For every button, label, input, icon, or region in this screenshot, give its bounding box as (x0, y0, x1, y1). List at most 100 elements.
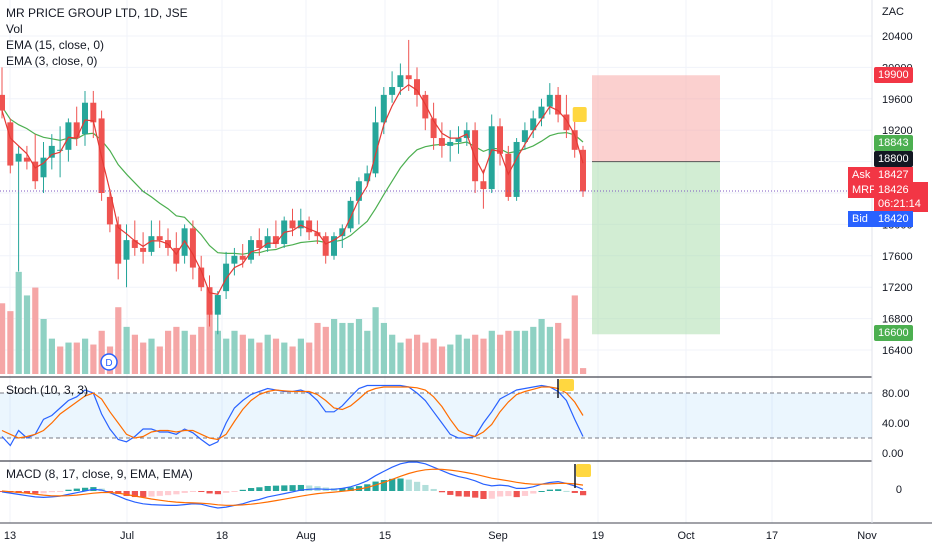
candle-body (322, 236, 329, 256)
volume-bar (505, 330, 512, 374)
macd-flag-marker (576, 464, 591, 477)
volume-bar (571, 295, 578, 374)
dividend-marker[interactable] (100, 353, 118, 371)
macd-hist-bar (422, 484, 429, 491)
candle-body (181, 228, 188, 256)
candle-body (538, 106, 545, 119)
entry-price-tag: 18800 (874, 151, 913, 167)
volume-bar (438, 346, 446, 374)
mrp-value: 18426 (874, 182, 928, 198)
candle-body (156, 236, 163, 241)
volume-bar (546, 326, 553, 374)
macd-hist-bar (430, 488, 437, 491)
volume-bar (355, 319, 363, 374)
flag-marker (572, 107, 587, 122)
stoch-tick-label: 40.00 (882, 418, 910, 430)
macd-hist-bar (513, 491, 520, 498)
candle-body (0, 94, 5, 111)
macd-hist-bar (165, 491, 172, 496)
volume-bar (414, 334, 421, 374)
volume-bar (447, 344, 454, 374)
volume-bar (32, 287, 39, 374)
candle-body (571, 130, 578, 150)
price-tick-label: 17200 (882, 282, 913, 294)
position-profit-zone (592, 75, 720, 162)
candles (0, 39, 586, 335)
candle-body (555, 94, 562, 115)
candle-body (248, 240, 254, 260)
volume-bar (530, 326, 537, 374)
candle-body (472, 130, 479, 182)
candle-body (7, 122, 14, 166)
candle-body (513, 141, 520, 197)
x-tick-jul: Jul (119, 530, 135, 542)
macd-hist-bar (497, 491, 504, 497)
candle-body (231, 255, 238, 264)
macd-hist-bar (538, 491, 545, 492)
macd-hist-bar (32, 491, 39, 494)
candle-body (447, 141, 454, 146)
volume-bar (563, 338, 570, 374)
candle-body (405, 75, 412, 80)
volume-bar (7, 311, 14, 374)
volume-bar (123, 326, 130, 374)
ask-value: 18427 (874, 167, 913, 183)
macd-hist-bar (214, 491, 221, 495)
volume-bar (314, 322, 321, 374)
candle-body (389, 87, 396, 95)
macd-hist-bar (65, 489, 72, 491)
macd-hist-bar (380, 480, 387, 491)
candle-body (15, 153, 22, 162)
x-tick-18: 18 (215, 530, 229, 542)
macd-hist-bar (40, 491, 47, 494)
macd-hist-bar (73, 488, 80, 491)
candle-body (256, 240, 263, 248)
x-tick-nov: Nov (857, 530, 877, 542)
macd-hist-bar (480, 491, 487, 499)
volume-bar (189, 334, 197, 374)
x-tick-aug: Aug (296, 530, 316, 542)
candle-body (106, 196, 113, 225)
volume-bar (65, 342, 72, 374)
macd-hist-bar (405, 479, 412, 491)
volume-bar (472, 334, 479, 374)
macd-hist-bar (239, 489, 246, 491)
volume-bar (306, 342, 313, 374)
candle-body (546, 94, 553, 107)
volume-bar (264, 334, 271, 374)
bar-countdown: 06:21:14 (874, 196, 928, 212)
volume-bar (73, 342, 80, 374)
macd-hist-bar (173, 491, 180, 495)
volume-legend: Vol (6, 22, 23, 36)
macd-hist-bar (115, 491, 122, 494)
volume-bar (98, 330, 105, 374)
macd-hist-bar (148, 491, 155, 497)
candle-body (82, 102, 88, 135)
candle-body (347, 200, 354, 229)
macd-hist-bar (339, 488, 346, 491)
volume-bar (57, 346, 64, 374)
volume-bar (405, 338, 412, 374)
macd-hist-bar (505, 491, 512, 497)
x-tick-oct: Oct (677, 530, 695, 542)
x-tick-15: 15 (378, 530, 392, 542)
volume-bar (580, 368, 587, 374)
macd-hist-bar (463, 491, 470, 497)
macd-hist-bar (488, 491, 495, 499)
macd-hist-bar (521, 491, 529, 496)
macd-hist-bar (223, 491, 230, 493)
candle-body (297, 220, 304, 229)
volume-bar (231, 330, 238, 374)
volume-bar (281, 342, 288, 374)
currency-label: ZAC (882, 6, 904, 18)
candle-body (198, 267, 205, 288)
macd-hist-bar (472, 491, 479, 498)
price-tick-label: 16800 (882, 314, 913, 326)
volume-bar (331, 319, 338, 374)
candle-body (223, 263, 230, 292)
macd-legend: MACD (8, 17, close, 9, EMA, EMA) (6, 467, 193, 481)
macd-hist-bar (248, 488, 255, 491)
volume-bar (389, 334, 396, 374)
volume-bar (372, 307, 379, 374)
